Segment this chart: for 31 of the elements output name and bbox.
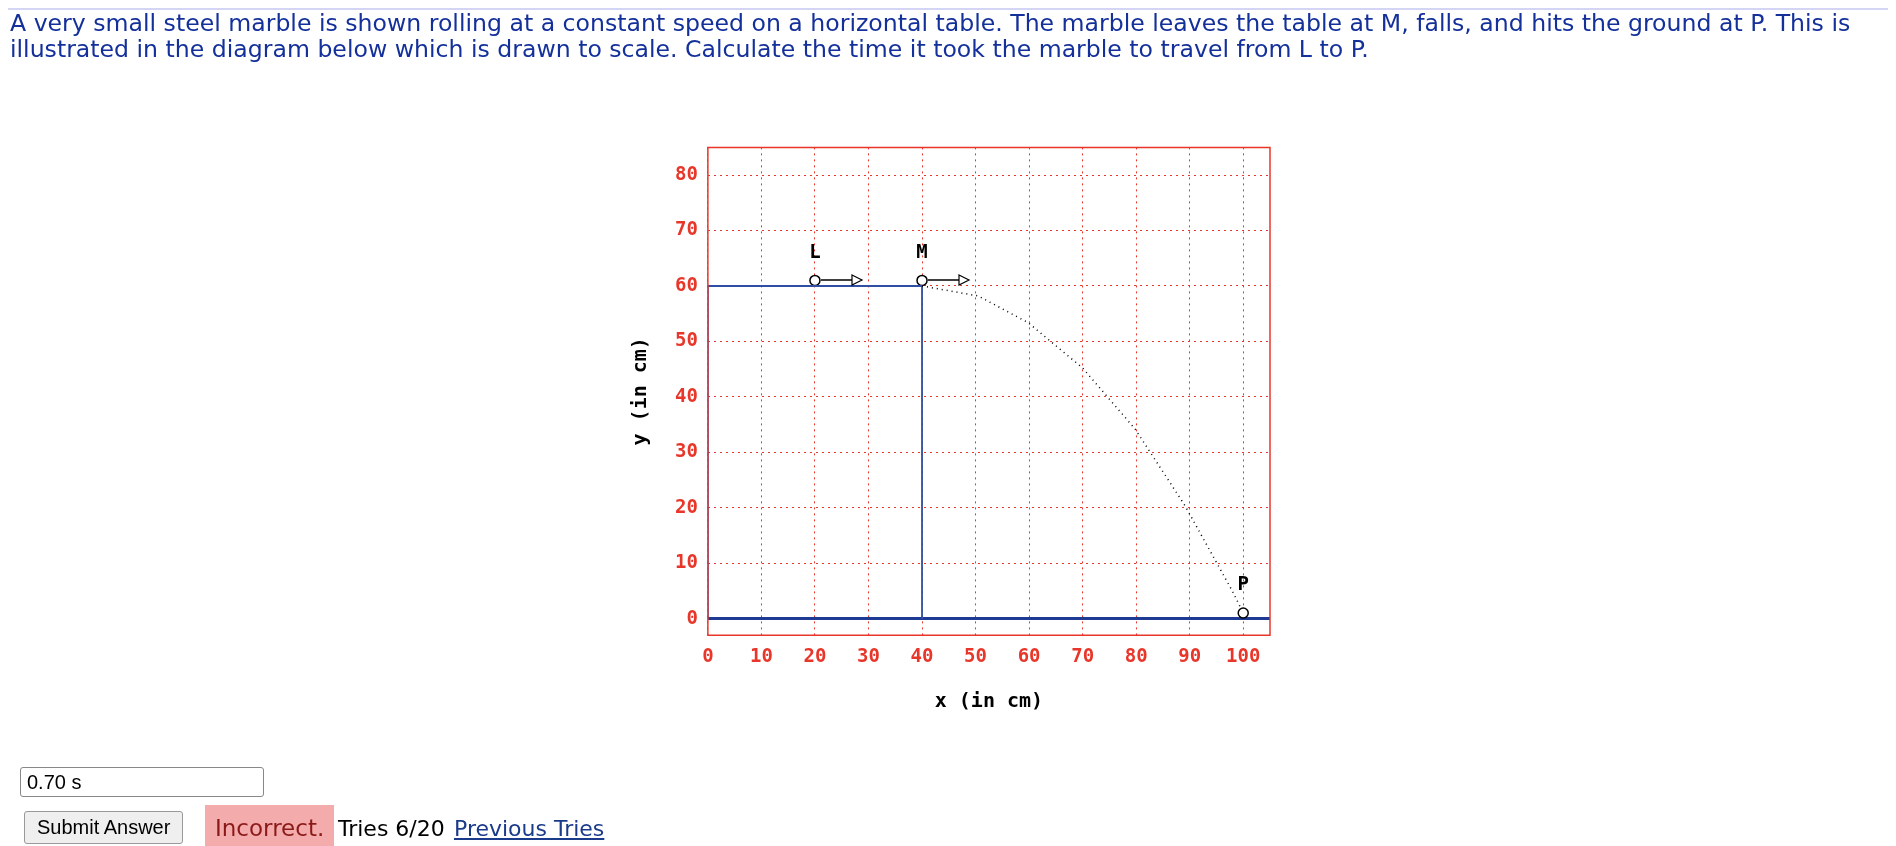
text: 0.70 s xyxy=(20,767,264,797)
y-tick-label: 40 xyxy=(674,383,698,406)
text: Submit Answer xyxy=(24,811,184,844)
x-tick-label: 100 xyxy=(1226,643,1261,666)
y-axis-title: y (in cm) xyxy=(627,337,652,446)
y-tick-label: 30 xyxy=(674,439,698,462)
x-tick-label: 60 xyxy=(1017,643,1041,666)
y-tick-label: 80 xyxy=(674,162,698,185)
y-tick-label: 0 xyxy=(686,605,698,628)
x-tick-label: 70 xyxy=(1071,643,1095,666)
x-tick-label: 20 xyxy=(803,643,827,666)
x-tick-label: 30 xyxy=(857,643,880,666)
annotation: L xyxy=(809,239,821,262)
x-tick-label: 40 xyxy=(910,643,934,666)
y-tick-label: 60 xyxy=(674,272,698,295)
annotation: M xyxy=(916,239,928,262)
x-tick-label: 50 xyxy=(964,643,987,666)
y-tick-label: 50 xyxy=(674,328,698,351)
x-tick-label: 0 xyxy=(702,643,714,666)
text: Previous Tries xyxy=(454,816,605,841)
x-axis-title: x (in cm) xyxy=(934,688,1044,713)
annotation: P xyxy=(1237,572,1249,595)
text: Incorrect. xyxy=(205,805,335,846)
x-tick-label: 10 xyxy=(749,643,773,666)
x-tick-label: 90 xyxy=(1178,643,1202,666)
y-tick-label: 10 xyxy=(674,550,698,573)
x-tick-label: 80 xyxy=(1124,643,1148,666)
y-tick-label: 70 xyxy=(674,217,698,240)
text: Tries 6/20 xyxy=(338,816,445,841)
chart-title: A very small steel marble is shown rolling at a constant speed on a horizontal table. The marble leaves the table at M, falls, and hits the ground at P. This is illustrated in the diagram below which is drawn to scale. Calculate the time it took the marble to travel from L to P. xyxy=(10,9,1852,63)
y-tick-label: 20 xyxy=(674,494,698,517)
